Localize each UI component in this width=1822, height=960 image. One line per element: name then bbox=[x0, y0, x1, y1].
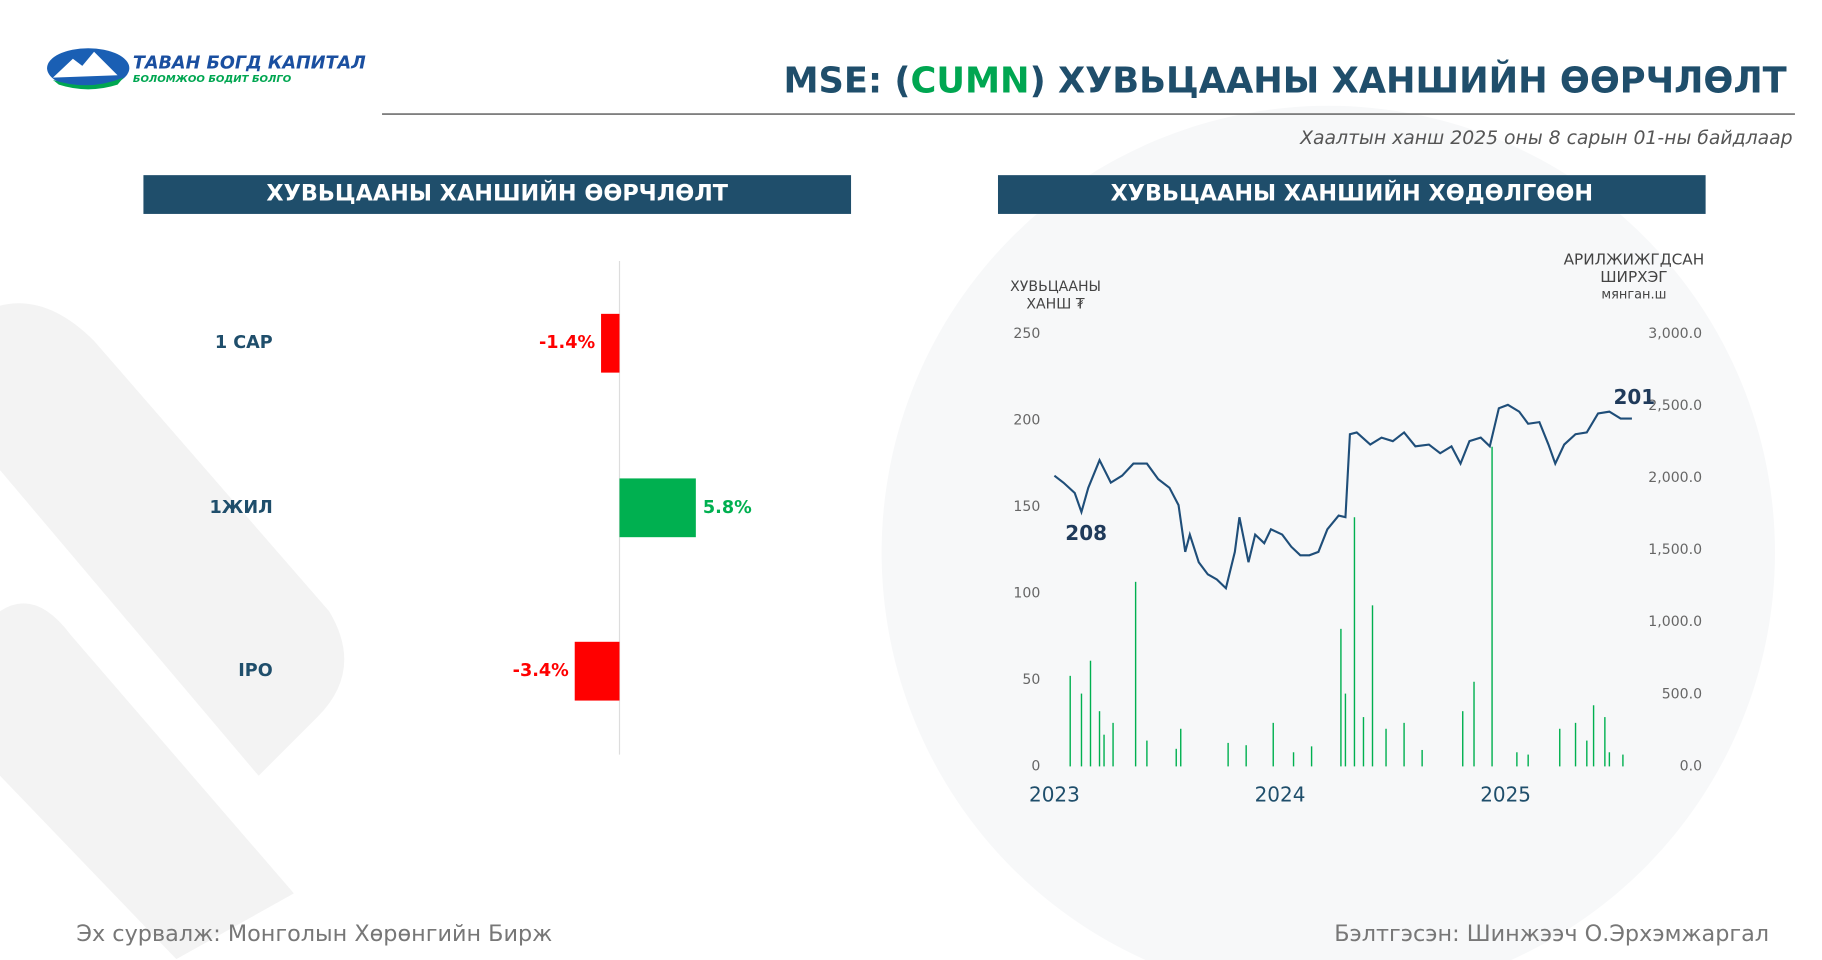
volume-bar bbox=[1516, 752, 1518, 767]
title-prefix: MSE: ( bbox=[783, 60, 910, 101]
volume-bar bbox=[1559, 728, 1561, 767]
y2-axis-label: мянган.ш bbox=[1601, 288, 1666, 303]
y2-tick-label: 1,500.0 bbox=[1648, 542, 1702, 558]
annotation: 201 bbox=[1613, 385, 1655, 409]
volume-bar bbox=[1089, 660, 1092, 767]
subtitle: Хаалтын ханш 2025 оны 8 сарын 01-ны байд… bbox=[1299, 128, 1793, 149]
x-tick-label: 2024 bbox=[1255, 782, 1306, 806]
bar bbox=[619, 478, 696, 538]
y2-tick-label: 500.0 bbox=[1662, 686, 1702, 702]
volume-bar bbox=[1491, 446, 1493, 767]
volume-bar bbox=[1080, 693, 1083, 767]
y-tick-label: 0 bbox=[1031, 758, 1040, 774]
price-line bbox=[1053, 403, 1632, 591]
volume-bar bbox=[1180, 728, 1182, 767]
x-tick-label: 2025 bbox=[1480, 782, 1531, 806]
volume-bar bbox=[1353, 517, 1356, 767]
volume-bar bbox=[1344, 693, 1347, 767]
panel-title: ХУВЬЦААНЫ ХАНШИЙН ХӨДӨЛГӨӨН bbox=[1111, 178, 1593, 206]
volume-bar bbox=[1146, 740, 1148, 767]
volume-bar bbox=[1112, 722, 1114, 767]
panel-title: ХУВЬЦААНЫ ХАНШИЙН ӨӨРЧЛӨЛТ bbox=[266, 178, 728, 206]
volume-bar bbox=[1592, 705, 1595, 767]
y2-tick-label: 1,000.0 bbox=[1648, 614, 1702, 630]
y2-axis-label: ШИРХЭГ bbox=[1600, 268, 1667, 286]
volume-bar bbox=[1622, 754, 1624, 767]
volume-bar bbox=[1069, 675, 1071, 767]
volume-bar bbox=[1608, 752, 1611, 767]
category-label: IPO bbox=[238, 661, 272, 681]
y2-tick-label: 2,500.0 bbox=[1648, 398, 1702, 414]
title-suffix: ) ХУВЬЦААНЫ ХАНШИЙН ӨӨРЧЛӨЛТ bbox=[1030, 59, 1787, 101]
background-shape bbox=[0, 603, 294, 960]
y-tick-label: 250 bbox=[1013, 326, 1040, 342]
panel-header bbox=[997, 175, 1706, 214]
y-tick-label: 200 bbox=[1013, 412, 1040, 428]
logo-name: ТАВАН БОГД КАПИТАЛ bbox=[133, 53, 366, 73]
volume-bar bbox=[1586, 740, 1588, 767]
volume-bar bbox=[1527, 754, 1529, 767]
volume-bar bbox=[1272, 722, 1274, 767]
annotation: 208 bbox=[1065, 521, 1107, 545]
background-shape bbox=[0, 303, 345, 776]
value-label: -3.4% bbox=[513, 661, 570, 681]
y-tick-label: 50 bbox=[1022, 672, 1040, 688]
volume-bar bbox=[1340, 628, 1342, 767]
y2-axis-label: АРИЛЖИЖГДСАН bbox=[1564, 250, 1705, 268]
value-label: 5.8% bbox=[703, 498, 752, 518]
bar bbox=[574, 641, 620, 701]
volume-bar bbox=[1421, 749, 1423, 767]
y-tick-label: 150 bbox=[1013, 499, 1040, 515]
y-tick-label: 100 bbox=[1013, 585, 1040, 601]
volume-bar bbox=[1362, 717, 1365, 767]
y2-tick-label: 2,000.0 bbox=[1648, 470, 1702, 486]
volume-bar bbox=[1574, 722, 1577, 767]
x-tick-label: 2023 bbox=[1029, 782, 1080, 806]
volume-bar bbox=[1292, 752, 1295, 767]
y2-tick-label: 3,000.0 bbox=[1648, 326, 1702, 342]
volume-bar bbox=[1227, 742, 1229, 767]
title-ticker: CUMN bbox=[911, 60, 1030, 101]
background-globe bbox=[881, 105, 1775, 960]
category-label: 1ЖИЛ bbox=[209, 498, 272, 518]
volume-bar bbox=[1371, 605, 1374, 767]
logo-base bbox=[52, 77, 124, 90]
volume-bar bbox=[1385, 728, 1387, 767]
volume-bar bbox=[1473, 681, 1475, 767]
volume-bar bbox=[1403, 722, 1405, 767]
volume-bar bbox=[1604, 717, 1606, 767]
volume-bar bbox=[1310, 746, 1313, 767]
panel-header bbox=[143, 175, 852, 214]
volume-bar bbox=[1103, 734, 1105, 767]
author-note: Бэлтгэсэн: Шинжээч О.Эрхэмжаргал bbox=[1334, 921, 1769, 947]
charts: 1 САР -1.4% 1ЖИЛ 5.8% IPO -3.4% 0 50 100 150 200 25… bbox=[209, 250, 1704, 806]
y2-tick-label: 0.0 bbox=[1680, 758, 1702, 774]
page-title: MSE: (CUMN) ХУВЬЦААНЫ ХАНШИЙН ӨӨРЧЛӨЛТ bbox=[783, 59, 1786, 101]
logo-mountain bbox=[52, 51, 118, 78]
volume-bar bbox=[1175, 748, 1177, 767]
bar bbox=[601, 313, 620, 373]
volume-bar bbox=[1462, 711, 1464, 767]
y-axis-label: ХУВЬЦААНЫ bbox=[1010, 279, 1101, 295]
volume-bar bbox=[1245, 745, 1247, 767]
source-note: Эх сурвалж: Монголын Хөрөнгийн Бирж bbox=[76, 921, 552, 947]
value-label: -1.4% bbox=[539, 333, 596, 353]
volume-bar bbox=[1134, 581, 1137, 767]
y-axis-label: ХАНШ ₮ bbox=[1026, 296, 1084, 312]
logo: ТАВАН БОГД КАПИТАЛ БОЛОМЖОО БОДИТ БОЛГО bbox=[47, 48, 366, 90]
logo-slogan: БОЛОМЖОО БОДИТ БОЛГО bbox=[133, 74, 292, 85]
volume-bar bbox=[1098, 711, 1101, 767]
category-label: 1 САР bbox=[215, 333, 273, 353]
